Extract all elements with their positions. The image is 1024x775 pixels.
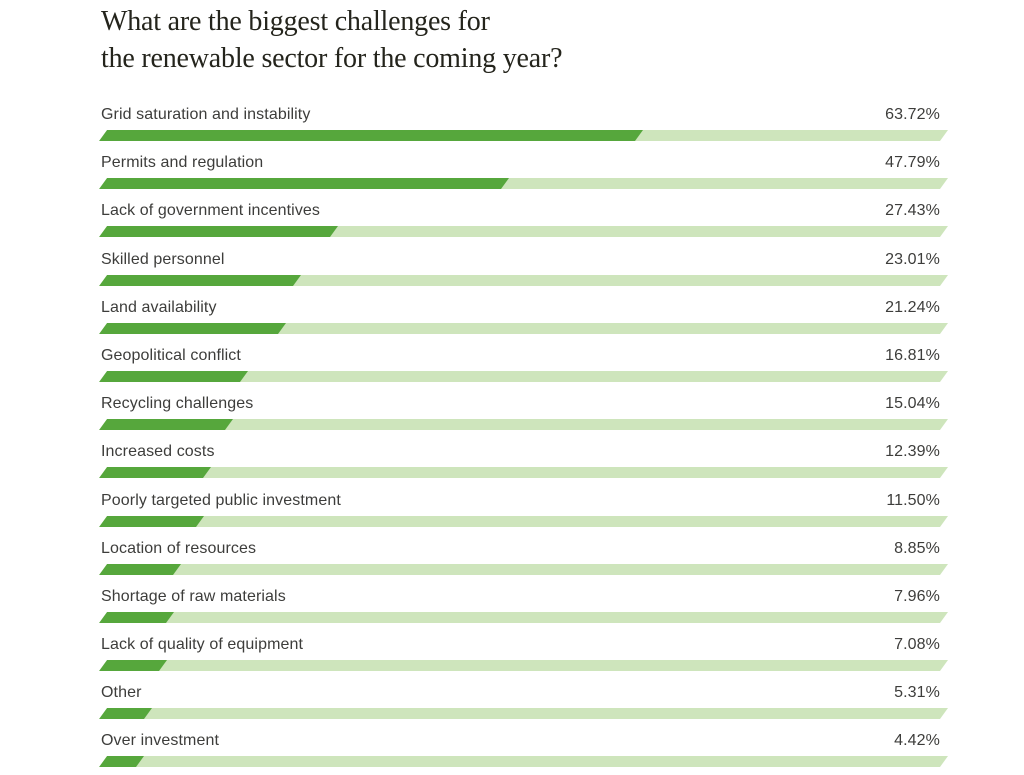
category-label: Shortage of raw materials — [101, 587, 286, 605]
bar-fill — [99, 226, 338, 238]
value-label: 5.31% — [894, 684, 940, 702]
category-label: Grid saturation and instability — [101, 106, 311, 123]
category-label: Over investment — [101, 732, 219, 750]
chart-row: Permits and regulation 47.79% — [0, 148, 1024, 196]
bar-track — [99, 178, 948, 190]
bar-fill — [99, 515, 204, 527]
chart-row: Skilled personnel 23.01% — [0, 245, 1024, 293]
bar-fill — [99, 563, 182, 575]
row-header: Shortage of raw materials 7.96% — [0, 587, 1024, 606]
row-header: Land availability 21.24% — [0, 298, 1024, 317]
value-label: 4.42% — [894, 732, 940, 750]
bar-track — [99, 322, 948, 334]
chart-row: Geopolitical conflict 16.81% — [0, 341, 1024, 389]
bar-track — [99, 515, 948, 527]
row-header: Increased costs 12.39% — [0, 442, 1024, 461]
chart-row: Increased costs 12.39% — [0, 437, 1024, 485]
category-label: Recycling challenges — [101, 395, 254, 413]
chart-row: Land availability 21.24% — [0, 293, 1024, 341]
value-label: 7.08% — [894, 636, 940, 654]
bar-fill — [99, 708, 152, 720]
category-label: Lack of quality of equipment — [101, 636, 304, 654]
bar-fill — [99, 611, 174, 623]
chart-row: Recycling challenges 15.04% — [0, 389, 1024, 437]
bar-track — [99, 419, 948, 431]
value-label: 7.96% — [894, 587, 940, 605]
chart-row: Poorly targeted public investment 11.50% — [0, 486, 1024, 534]
bar-chart: Grid saturation and instability 63.72% P… — [0, 100, 1024, 775]
bar-track — [99, 274, 948, 286]
bar-track — [99, 611, 948, 623]
category-label: Skilled personnel — [101, 250, 225, 268]
value-label: 47.79% — [885, 154, 940, 172]
category-label: Geopolitical conflict — [101, 346, 241, 364]
chart-title: What are the biggest challenges for the … — [101, 3, 563, 77]
bar-track — [99, 370, 948, 382]
bar-fill — [99, 274, 301, 286]
bar-track — [99, 660, 948, 672]
chart-row: Location of resources 8.85% — [0, 534, 1024, 582]
category-label: Lack of government incentives — [101, 202, 321, 220]
chart-row: Shortage of raw materials 7.96% — [0, 582, 1024, 630]
bar-fill — [99, 756, 145, 768]
bar-fill — [99, 467, 212, 479]
value-label: 16.81% — [885, 346, 940, 364]
category-label: Other — [101, 684, 142, 702]
bar-fill — [99, 322, 286, 334]
value-label: 8.85% — [894, 539, 940, 557]
bar-track — [99, 708, 948, 720]
row-header: Lack of quality of equipment 7.08% — [0, 635, 1024, 654]
row-header: Geopolitical conflict 16.81% — [0, 346, 1024, 365]
row-header: Other 5.31% — [0, 683, 1024, 702]
value-label: 21.24% — [885, 298, 940, 316]
category-label: Poorly targeted public investment — [101, 491, 341, 509]
row-header: Lack of government incentives 27.43% — [0, 201, 1024, 220]
category-label: Increased costs — [101, 443, 215, 461]
chart-row: Over investment 4.42% — [0, 726, 1024, 774]
value-label: 12.39% — [885, 443, 940, 461]
chart-row: Lack of quality of equipment 7.08% — [0, 630, 1024, 678]
category-label: Location of resources — [101, 539, 257, 557]
bar-track — [99, 130, 948, 141]
bar-fill — [99, 660, 167, 672]
bar-fill — [99, 130, 643, 141]
value-label: 23.01% — [885, 250, 940, 268]
chart-title-line1: What are the biggest challenges for — [101, 6, 490, 37]
category-label: Land availability — [101, 298, 217, 316]
chart-row: Lack of government incentives 27.43% — [0, 196, 1024, 244]
bar-fill — [99, 370, 249, 382]
value-label: 27.43% — [885, 202, 940, 220]
bar-fill — [99, 178, 509, 190]
row-header: Permits and regulation 47.79% — [0, 153, 1024, 172]
chart-title-line2: the renewable sector for the coming year… — [101, 43, 563, 74]
value-label: 11.50% — [886, 491, 940, 509]
row-header: Skilled personnel 23.01% — [0, 250, 1024, 269]
bar-track — [99, 226, 948, 238]
row-header: Poorly targeted public investment 11.50% — [0, 491, 1024, 510]
category-label: Permits and regulation — [101, 154, 264, 172]
row-header: Over investment 4.42% — [0, 731, 1024, 750]
value-label: 15.04% — [885, 395, 940, 413]
bar-track — [99, 756, 948, 768]
chart-row: Grid saturation and instability 63.72% — [0, 100, 1024, 148]
row-header: Location of resources 8.85% — [0, 539, 1024, 558]
bar-fill — [99, 419, 234, 431]
chart-row: Other 5.31% — [0, 678, 1024, 726]
row-header: Grid saturation and instability 63.72% — [0, 105, 1024, 124]
bar-track — [99, 563, 948, 575]
row-header: Recycling challenges 15.04% — [0, 394, 1024, 413]
value-label: 63.72% — [885, 106, 940, 123]
bar-track — [99, 467, 948, 479]
